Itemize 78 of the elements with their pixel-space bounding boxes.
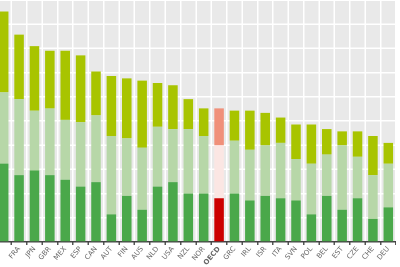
bar	[245, 150, 255, 201]
bar	[45, 108, 55, 176]
bar	[260, 196, 270, 242]
bar	[30, 170, 40, 242]
bar	[106, 76, 116, 136]
bar	[122, 138, 132, 196]
bar	[198, 136, 208, 194]
bar	[352, 156, 362, 198]
bar	[322, 129, 332, 154]
bar	[230, 110, 240, 141]
bar	[0, 164, 8, 242]
bar	[337, 145, 347, 210]
bar	[384, 164, 394, 208]
bar	[230, 140, 240, 194]
bar	[14, 175, 24, 242]
bar	[152, 82, 162, 127]
bar	[276, 118, 286, 143]
bar	[184, 99, 194, 130]
bar	[352, 131, 362, 157]
bar	[245, 200, 255, 242]
bar	[276, 198, 286, 242]
bar	[45, 50, 55, 108]
bar	[230, 194, 240, 242]
bar	[337, 210, 347, 242]
bar	[214, 145, 224, 198]
bar	[368, 136, 378, 176]
bar	[198, 194, 208, 242]
bar	[122, 78, 132, 138]
bar	[291, 124, 301, 160]
bar	[214, 198, 224, 242]
bar	[384, 207, 394, 242]
bar	[0, 12, 8, 92]
bar	[368, 175, 378, 219]
bar	[91, 115, 101, 182]
bar	[60, 180, 70, 242]
bar	[184, 129, 194, 194]
bar	[291, 159, 301, 201]
bar	[14, 34, 24, 100]
bar	[106, 136, 116, 214]
bar	[0, 92, 8, 164]
bar	[260, 112, 270, 146]
bar	[168, 129, 178, 182]
bar	[30, 110, 40, 171]
bar	[306, 124, 316, 164]
bar	[368, 218, 378, 242]
bar	[260, 145, 270, 196]
bar	[137, 210, 147, 242]
bar	[184, 194, 194, 242]
bar	[276, 142, 286, 198]
bar	[106, 214, 116, 242]
bar	[122, 196, 132, 242]
bar	[14, 99, 24, 176]
bar	[322, 154, 332, 196]
bar	[30, 46, 40, 111]
bar	[45, 175, 55, 242]
bar	[168, 182, 178, 242]
bar	[152, 126, 162, 187]
bar	[60, 50, 70, 120]
bar	[214, 108, 224, 146]
bar	[337, 131, 347, 146]
bar	[91, 71, 101, 116]
bar	[60, 120, 70, 180]
bar	[137, 148, 147, 210]
bar	[245, 110, 255, 150]
bar	[306, 214, 316, 242]
bar	[322, 196, 332, 242]
bar	[168, 85, 178, 130]
bar	[76, 122, 86, 187]
bar	[384, 142, 394, 164]
bar	[198, 108, 208, 136]
bar	[76, 186, 86, 242]
bar	[152, 186, 162, 242]
bar	[291, 200, 301, 242]
bar	[352, 198, 362, 242]
bar	[306, 164, 316, 214]
bar	[137, 80, 147, 148]
bar	[76, 55, 86, 122]
bar	[91, 182, 101, 242]
